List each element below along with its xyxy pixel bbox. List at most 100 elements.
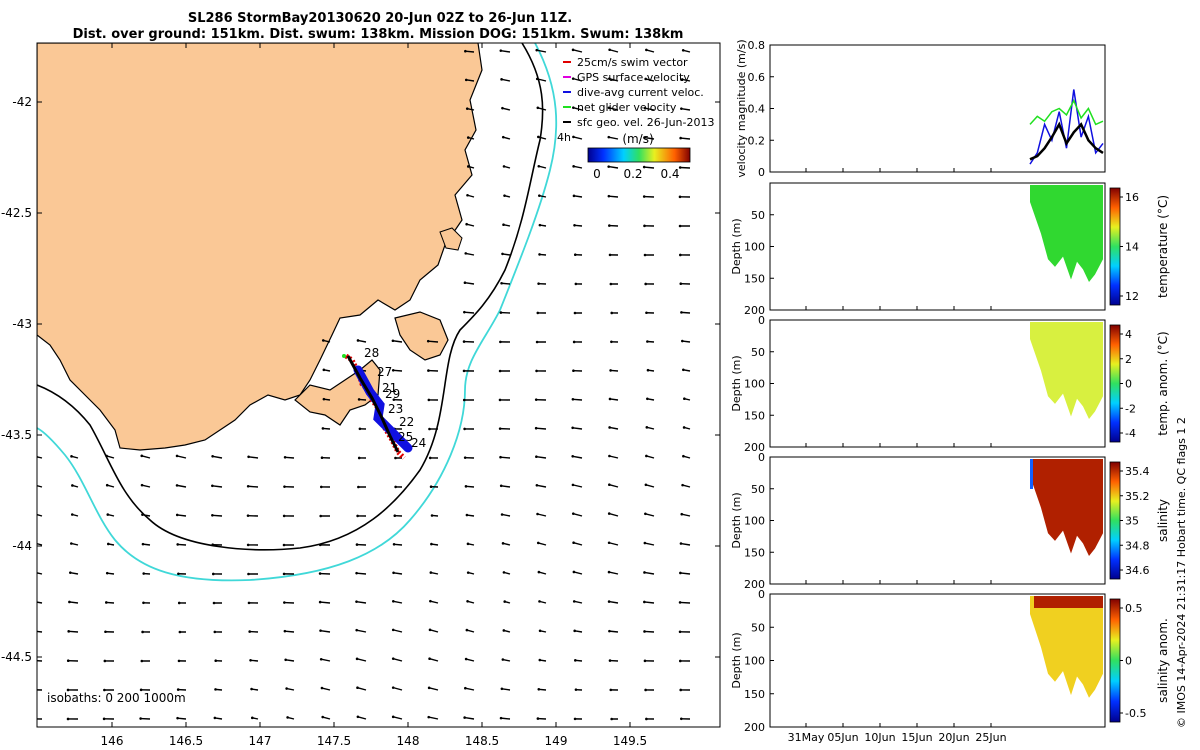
velocity-arrow	[465, 485, 475, 488]
velocity-arrow-head	[501, 542, 505, 545]
velocity-arrow-head	[32, 571, 35, 574]
velocity-arrow-head	[141, 542, 145, 546]
velocity-arrow-head	[178, 630, 182, 634]
land-tasmania	[37, 43, 483, 451]
velocity-arrow-head	[538, 600, 541, 603]
velocity-arrow-head	[31, 688, 34, 691]
velocity-arrow-head	[643, 659, 647, 663]
velocity-arrow	[609, 600, 619, 604]
lat-tick-label: -44.5	[1, 650, 32, 664]
velocity-arrow	[646, 455, 655, 459]
velocity-arrow-head	[536, 717, 540, 720]
panel-colorbar	[1109, 324, 1121, 443]
velocity-arrow-head	[608, 397, 612, 401]
velocity-arrow	[428, 687, 439, 691]
panel-ylabel: velocity magnitude (m/s)	[735, 39, 748, 177]
velocity-arrow	[285, 456, 295, 459]
lon-tick-label: 147.5	[317, 734, 351, 748]
velocity-arrow	[501, 688, 511, 691]
velocity-arrow	[573, 195, 583, 198]
velocity-arrow-head	[32, 600, 35, 603]
velocity-arrow	[466, 79, 475, 82]
velocity-arrow-head	[175, 454, 179, 458]
velocity-arrow-head	[679, 571, 682, 575]
velocity-arrow-head	[499, 49, 503, 52]
velocity-arrow	[321, 687, 331, 691]
velocity-arrow-head	[465, 222, 468, 226]
panel-3: Depth (m) 0 50 100 150 200 35.4 35.2 35 34.8 34.6 s…	[730, 451, 1170, 591]
velocity-arrow-head	[357, 485, 360, 489]
velocity-arrow-head	[463, 456, 467, 459]
velocity-arrow-head	[571, 483, 575, 487]
velocity-arrow-head	[283, 485, 286, 488]
velocity-arrow-head	[284, 658, 287, 662]
velocity-arrow	[356, 658, 367, 662]
velocity-arrow-head	[318, 543, 322, 547]
velocity-arrow-head	[610, 340, 613, 344]
lat-tick-label: -43.5	[1, 428, 32, 442]
velocity-arrow	[608, 571, 619, 575]
panel-ytick: 200	[744, 304, 765, 317]
velocity-arrow	[608, 195, 619, 198]
velocity-arrow-head	[66, 659, 70, 663]
colorbar-tick-label: -0.5	[1125, 707, 1146, 720]
velocity-arrow	[572, 484, 583, 488]
velocity-arrow	[500, 717, 511, 720]
colorbar-tick-label: 0	[1125, 655, 1132, 668]
velocity-arrow-head	[643, 600, 646, 604]
velocity-arrow-head	[355, 571, 358, 575]
panel-ytick: 0	[758, 588, 765, 601]
velocity-arrow	[609, 77, 619, 82]
velocity-arrow-head	[428, 427, 431, 431]
panel-ytick: 200	[744, 578, 765, 591]
panel-ytick: 200	[744, 721, 765, 734]
time-series-panels: velocity magnitude (m/s) 0 0.2 0.4 0.6 0.8 Dep…	[730, 39, 1170, 744]
velocity-arrow-head	[140, 659, 144, 663]
lon-tick-label: 149.5	[613, 734, 647, 748]
isobath-label: isobaths: 0 200 1000m	[47, 691, 186, 705]
velocity-arrow	[465, 658, 475, 662]
velocity-arrow-head	[643, 541, 647, 545]
velocity-arrow-head	[503, 194, 506, 197]
velocity-arrow	[681, 107, 691, 111]
velocity-arrow-head	[466, 542, 470, 546]
velocity-arrow-head	[645, 717, 648, 721]
velocity-arrow	[356, 572, 367, 575]
velocity-arrow-head	[571, 48, 575, 52]
velocity-arrow	[608, 107, 619, 111]
velocity-arrow	[573, 513, 583, 517]
velocity-arrow-head	[572, 570, 576, 574]
panel-ytick: 0.4	[748, 103, 766, 116]
velocity-arrow-head	[319, 629, 322, 632]
velocity-arrow-head	[502, 165, 506, 168]
velocity-arrow-head	[391, 628, 395, 632]
velocity-arrow-head	[645, 311, 648, 315]
velocity-arrow-head	[498, 369, 502, 373]
velocity-arrow-head	[536, 512, 539, 516]
velocity-arrow-head	[646, 368, 650, 372]
panel-xtick: 20Jun	[938, 731, 969, 744]
day-label: 24	[411, 436, 426, 450]
colorbar-label: salinity anom.	[1156, 618, 1170, 703]
velocity-arrow-head	[246, 543, 250, 547]
velocity-arrow-head	[105, 454, 108, 458]
velocity-arrow-head	[535, 483, 539, 487]
velocity-arrow-head	[607, 570, 611, 574]
velocity-arrow-head	[571, 397, 575, 401]
velocity-arrow-head	[498, 398, 502, 402]
series-line	[1029, 98, 1104, 126]
colorbar-tick: 0	[593, 167, 601, 181]
velocity-arrow-head	[464, 252, 468, 255]
velocity-arrow	[393, 369, 403, 372]
velocity-arrow-head	[538, 253, 541, 256]
velocity-arrow-head	[535, 455, 538, 459]
velocity-arrow-head	[428, 628, 432, 632]
velocity-arrow	[501, 485, 511, 488]
panel-ytick: 0.6	[748, 71, 766, 84]
velocity-arrow-head	[643, 571, 646, 574]
velocity-arrow-head	[106, 513, 110, 516]
velocity-arrow	[465, 687, 475, 691]
velocity-arrow-head	[572, 369, 575, 372]
velocity-arrow-head	[573, 717, 577, 721]
panel-0: velocity magnitude (m/s) 0 0.2 0.4 0.6 0.8	[735, 39, 1106, 179]
